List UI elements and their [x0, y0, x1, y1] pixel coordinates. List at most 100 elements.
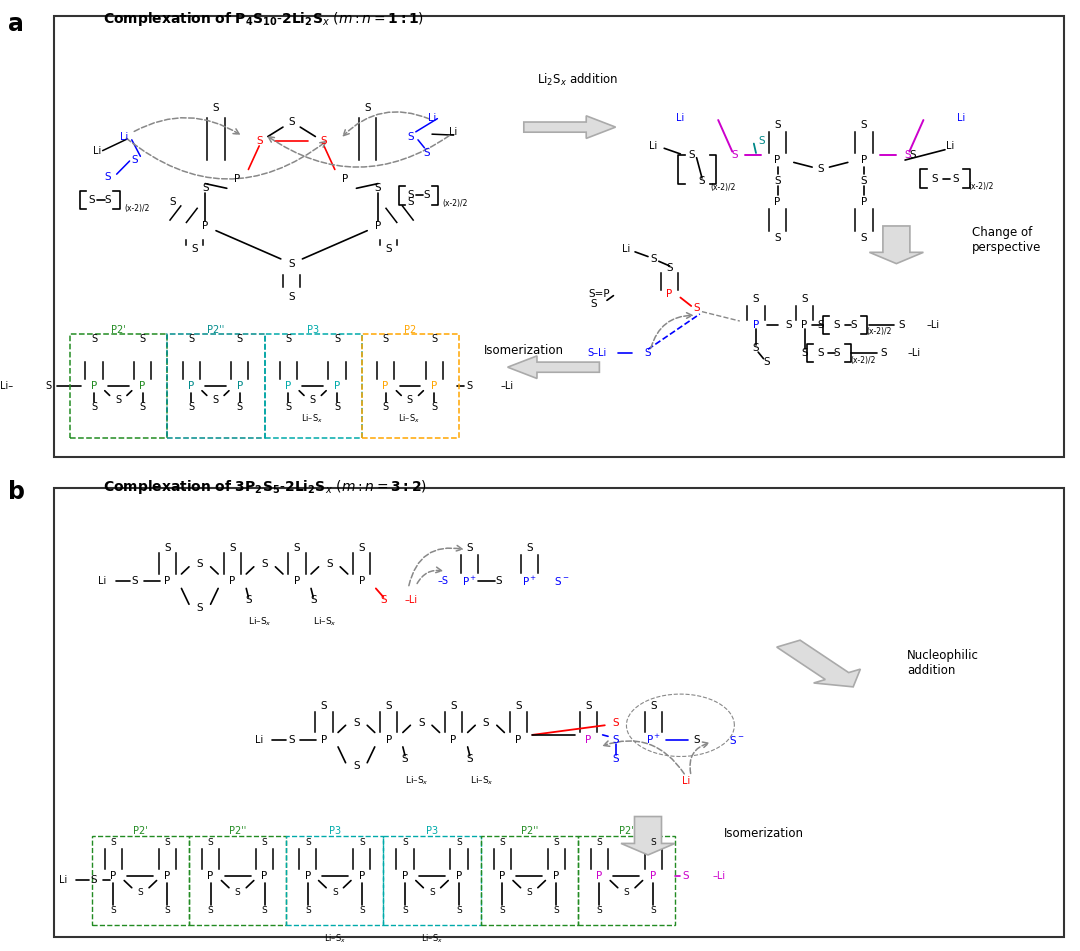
Text: S: S: [285, 334, 292, 344]
Text: S: S: [197, 603, 203, 612]
Text: S: S: [256, 136, 262, 146]
Text: S: S: [699, 176, 705, 186]
Text: Li: Li: [255, 735, 264, 745]
Text: S: S: [645, 348, 651, 359]
Text: P2'': P2'': [521, 825, 538, 836]
Text: Li: Li: [58, 875, 67, 885]
Text: (x-2)/2: (x-2)/2: [969, 183, 994, 191]
Text: Isomerization: Isomerization: [724, 826, 804, 840]
Text: P: P: [285, 381, 292, 391]
Text: S: S: [288, 259, 295, 268]
Text: S: S: [688, 150, 694, 161]
Text: P3: P3: [307, 324, 320, 335]
Text: S: S: [110, 839, 117, 847]
Text: S–Li: S–Li: [588, 348, 607, 359]
Text: S: S: [91, 334, 97, 344]
Text: Li–S$_x$: Li–S$_x$: [324, 933, 346, 945]
Text: S: S: [526, 543, 532, 553]
Text: S: S: [380, 595, 387, 606]
Text: S: S: [909, 150, 916, 161]
Text: Li–S$_x$: Li–S$_x$: [421, 933, 443, 945]
Text: S: S: [450, 701, 457, 711]
Text: P: P: [305, 871, 311, 881]
Text: S: S: [245, 595, 252, 606]
Text: –Li: –Li: [927, 320, 940, 330]
Text: S: S: [801, 348, 808, 359]
Text: S: S: [407, 395, 413, 405]
Text: S: S: [207, 905, 214, 915]
Text: P: P: [188, 381, 194, 391]
Text: P: P: [515, 735, 522, 745]
Text: Isomerization: Isomerization: [484, 344, 564, 358]
Text: Li–S$_x$: Li–S$_x$: [248, 616, 272, 629]
Text: S: S: [321, 701, 327, 711]
Text: (x-2)/2: (x-2)/2: [711, 183, 735, 192]
Text: S: S: [288, 735, 295, 745]
Text: S: S: [139, 402, 146, 412]
Bar: [92, 836, 189, 924]
Text: S: S: [834, 348, 840, 359]
Bar: [286, 836, 383, 924]
Text: P: P: [774, 155, 781, 165]
Text: P: P: [774, 198, 781, 207]
Text: S: S: [407, 131, 414, 142]
Text: P: P: [164, 871, 171, 881]
Text: S: S: [758, 136, 765, 146]
Text: S: S: [407, 190, 414, 201]
Text: P: P: [666, 289, 673, 300]
Text: P: P: [294, 576, 300, 586]
Text: S: S: [861, 120, 867, 129]
Text: S: S: [334, 402, 340, 412]
Text: Li: Li: [676, 112, 685, 123]
Text: S$^-$: S$^-$: [729, 733, 744, 746]
Text: S: S: [467, 543, 473, 553]
Text: S: S: [334, 334, 340, 344]
Bar: [189, 836, 286, 924]
Text: S: S: [467, 754, 473, 764]
Text: (x-2)/2: (x-2)/2: [124, 204, 149, 213]
Text: S: S: [483, 718, 489, 728]
Text: S: S: [188, 402, 194, 412]
Text: S: S: [774, 120, 781, 129]
Text: Li: Li: [93, 146, 102, 156]
Text: S: S: [596, 839, 603, 847]
Text: S: S: [213, 395, 218, 405]
Text: Li: Li: [428, 112, 436, 123]
Text: P: P: [359, 576, 365, 586]
Text: Change of
perspective: Change of perspective: [972, 226, 1041, 254]
Text: S: S: [612, 718, 619, 728]
Text: S: S: [386, 244, 392, 255]
Text: Li: Li: [98, 576, 107, 586]
FancyArrow shape: [777, 640, 861, 687]
Text: S: S: [650, 254, 657, 264]
Text: b: b: [8, 480, 25, 504]
Text: P: P: [801, 320, 808, 330]
Text: S: S: [693, 735, 700, 745]
Text: S: S: [407, 198, 414, 207]
Text: $\mathbf{Complexation\ of\ P_4S_{10}\text{-}2Li_2S_\mathit{x}}$$\ (m\mathit{:}n : $\mathbf{Complexation\ of\ P_4S_{10}\tex…: [103, 10, 423, 28]
Text: S: S: [261, 839, 268, 847]
Text: P$^+$: P$^+$: [646, 733, 661, 747]
Text: P: P: [234, 174, 241, 184]
Text: S: S: [375, 184, 381, 193]
Text: S: S: [386, 701, 392, 711]
Text: S: S: [91, 875, 97, 885]
Text: S: S: [623, 888, 630, 897]
Text: S: S: [612, 754, 619, 764]
FancyArrow shape: [508, 356, 599, 378]
FancyArrow shape: [524, 116, 616, 139]
Text: S: S: [170, 198, 176, 207]
Text: P$^+$: P$^+$: [522, 574, 537, 588]
Text: S: S: [229, 543, 235, 553]
Text: S: S: [515, 701, 522, 711]
Text: S: S: [861, 233, 867, 243]
Text: S: S: [880, 348, 887, 359]
Text: S: S: [213, 104, 219, 113]
Text: P: P: [207, 871, 214, 881]
Text: S: S: [499, 905, 505, 915]
Text: Li: Li: [649, 141, 658, 151]
Bar: [362, 334, 459, 437]
Text: $\mathbf{Complexation\ of\ 3P_2S_5\text{-}2Li_2S_\mathit{x}}$$\ (m\mathit{:}n = : $\mathbf{Complexation\ of\ 3P_2S_5\text{…: [103, 477, 427, 495]
Text: S: S: [132, 576, 138, 586]
Text: S: S: [261, 559, 268, 570]
